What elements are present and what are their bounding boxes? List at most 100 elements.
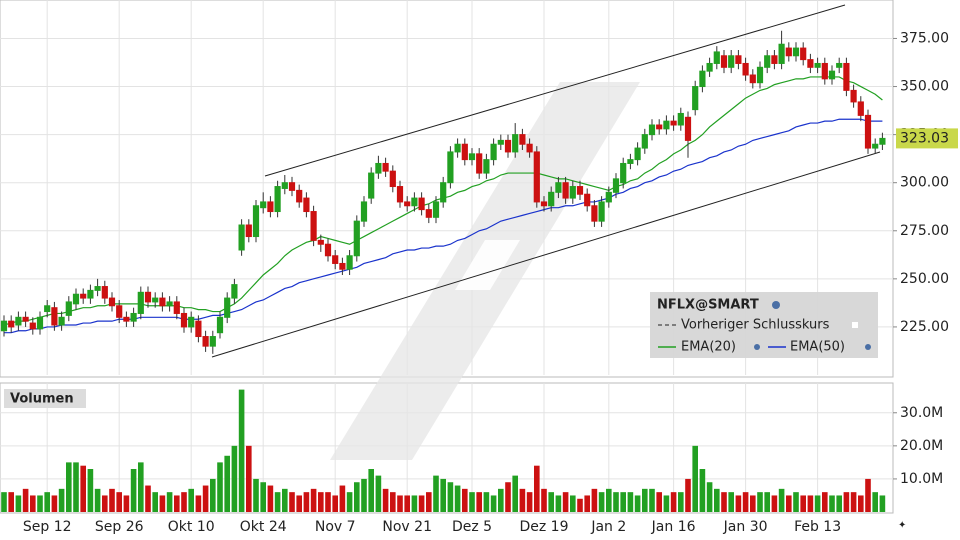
volume-bar <box>678 492 684 512</box>
candle-body <box>476 153 483 174</box>
volume-bar <box>202 485 209 512</box>
volume-bar <box>303 492 310 512</box>
volume-bar <box>188 488 194 512</box>
volume-bar <box>865 478 871 512</box>
x-tick-label: Nov 21 <box>382 519 432 535</box>
candle-body <box>836 62 843 68</box>
volume-bar <box>469 492 475 512</box>
candle-body <box>713 51 720 64</box>
candle-body <box>735 55 742 64</box>
candle-body <box>22 316 29 322</box>
volume-bar <box>310 488 317 512</box>
volume-bar <box>634 495 641 512</box>
candle-body <box>461 143 468 161</box>
candle-body <box>137 291 144 314</box>
volume-bar <box>15 495 22 512</box>
volume-bar <box>879 495 886 512</box>
candle-body <box>382 162 389 172</box>
legend-icon <box>772 301 780 309</box>
candle-body <box>663 120 670 130</box>
volume-bar <box>850 492 857 512</box>
volume-bar <box>267 485 274 512</box>
volume-bar <box>260 482 266 512</box>
candle-body <box>728 55 735 68</box>
candle-body <box>699 70 706 88</box>
candle-body <box>224 297 231 318</box>
x-tick-label: Nov 7 <box>315 519 356 535</box>
volume-bar <box>649 488 655 512</box>
volume-bar <box>843 492 850 512</box>
candle-body <box>288 182 296 191</box>
candle-body <box>245 224 252 238</box>
volume-bar <box>318 492 324 512</box>
candle-body <box>411 197 418 207</box>
volume-bar <box>793 492 799 512</box>
candle-body <box>159 297 166 307</box>
legend-icon <box>865 344 871 350</box>
volume-bar <box>642 488 648 512</box>
volume-bar <box>159 495 166 512</box>
candle-body <box>684 116 692 141</box>
volume-bar <box>217 462 223 512</box>
candle-body <box>742 62 749 76</box>
volume-bar <box>1 492 7 512</box>
candle-body <box>562 182 569 199</box>
volume-bar <box>181 492 187 512</box>
last-price-label: 323.03 <box>900 130 949 146</box>
volume-bar <box>73 462 79 512</box>
volume-bar <box>296 495 302 512</box>
volume-bar <box>483 492 490 512</box>
volume-bar <box>404 495 410 512</box>
candle-body <box>872 143 879 149</box>
y-tick-label: 20.0M <box>900 438 943 454</box>
volume-bar <box>584 495 590 512</box>
volume-bar <box>231 445 238 512</box>
candle-body <box>418 197 425 211</box>
legend-label: EMA(50) <box>790 340 845 355</box>
legend-icon <box>754 344 760 350</box>
candle-body <box>324 243 332 257</box>
candle-body <box>598 201 605 222</box>
volume-bar <box>166 492 173 512</box>
volume-bar <box>498 488 504 512</box>
volume-bar <box>872 492 878 512</box>
volume-bar <box>699 469 706 512</box>
volume-bar <box>210 478 216 512</box>
y-tick-label: 10.0M <box>900 471 943 487</box>
volume-bar <box>728 492 734 512</box>
candle-body <box>209 336 216 347</box>
volume-bar <box>368 469 374 512</box>
volume-bar <box>332 495 338 512</box>
volume-bar <box>858 495 864 512</box>
volume-bar <box>534 465 540 512</box>
candle-body <box>792 47 800 57</box>
volume-bar <box>37 495 43 512</box>
candle-body <box>0 320 8 332</box>
y-tick-label: 375.00 <box>900 30 949 46</box>
volume-bar <box>411 495 418 512</box>
candle-body <box>504 139 512 153</box>
candle-body <box>677 112 684 126</box>
volume-bar <box>541 488 547 512</box>
candle-body <box>368 172 375 199</box>
candle-body <box>454 143 461 153</box>
volume-bar <box>116 492 122 512</box>
candle-body <box>526 143 533 153</box>
volume-bar <box>764 492 770 512</box>
candle-body <box>483 159 490 174</box>
y-tick-label: 30.0M <box>900 405 943 421</box>
volume-bar <box>346 492 353 512</box>
legend-box <box>650 292 878 358</box>
candle-body <box>8 320 15 328</box>
candle-body <box>346 255 353 270</box>
volume-bar <box>721 492 727 512</box>
candle-body <box>447 151 454 184</box>
candle-body <box>432 201 440 218</box>
candle-body <box>519 134 526 145</box>
candle-body <box>87 289 94 299</box>
x-tick-label: Jan 30 <box>723 519 768 535</box>
volume-bar <box>620 492 626 512</box>
candle-body <box>202 336 209 347</box>
